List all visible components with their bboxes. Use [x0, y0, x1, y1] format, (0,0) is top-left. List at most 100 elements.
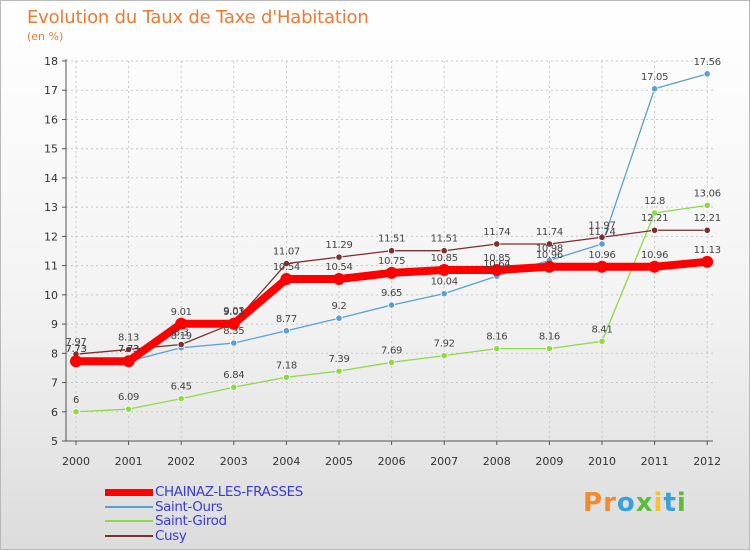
- legend-swatch: [105, 488, 153, 496]
- data-point: [598, 337, 606, 345]
- data-label: 10.96: [641, 250, 668, 261]
- data-label: 11.51: [431, 234, 458, 245]
- data-point: [125, 405, 133, 413]
- data-point: [440, 290, 448, 298]
- data-label: 8.16: [486, 332, 507, 343]
- data-point: [282, 327, 290, 335]
- data-point: [227, 317, 240, 330]
- data-label: 8.3: [174, 328, 189, 339]
- x-tick-label: 2003: [220, 455, 248, 468]
- logo-letter: P: [583, 488, 604, 518]
- logo-letter: x: [635, 488, 654, 518]
- data-point: [493, 345, 501, 353]
- x-tick-label: 2000: [62, 455, 90, 468]
- data-point: [72, 408, 80, 416]
- data-label: 7.73: [65, 344, 86, 355]
- data-label: 6.45: [171, 382, 192, 393]
- data-label: 7.39: [328, 354, 349, 365]
- data-label: 6.09: [118, 392, 139, 403]
- data-label: 11.13: [694, 245, 721, 256]
- data-label: 7.73: [118, 344, 139, 355]
- data-label: 11.97: [588, 220, 615, 231]
- data-point: [598, 233, 606, 241]
- data-label: 7.97: [65, 337, 86, 348]
- data-point: [493, 240, 501, 248]
- logo-letter: i: [653, 488, 664, 518]
- data-label: 12.8: [644, 196, 665, 207]
- data-point: [175, 317, 188, 330]
- data-label: 11.51: [378, 234, 405, 245]
- legend-swatch: [105, 534, 153, 537]
- data-point: [648, 260, 661, 273]
- data-point: [70, 355, 82, 368]
- x-tick-label: 2009: [535, 455, 563, 468]
- legend-label: Saint-Ours: [155, 498, 223, 515]
- data-label: 8.41: [591, 324, 612, 335]
- data-label: 9.03: [223, 306, 244, 317]
- x-tick-label: 2006: [378, 455, 406, 468]
- y-tick-label: 5: [51, 435, 58, 448]
- legend-label: Cusy: [155, 527, 187, 544]
- data-label: 12.21: [694, 213, 721, 224]
- data-label: 9.65: [381, 288, 402, 299]
- data-point: [650, 85, 659, 93]
- legend-swatch: [105, 505, 153, 508]
- data-label: 17.56: [694, 57, 721, 68]
- legend-item: Cusy: [105, 527, 303, 544]
- data-label: 11.07: [273, 247, 300, 258]
- data-point: [440, 247, 448, 255]
- data-label: 12.21: [641, 213, 668, 224]
- x-tick-label: 2005: [325, 455, 353, 468]
- data-label: 8.16: [539, 332, 560, 343]
- y-tick-label: 14: [44, 172, 58, 185]
- logo-letter: t: [663, 488, 677, 518]
- data-point: [385, 266, 398, 279]
- data-label: 8.35: [223, 326, 244, 337]
- data-point: [335, 314, 343, 322]
- data-label: 17.05: [641, 72, 668, 83]
- data-point: [125, 345, 133, 354]
- data-label: 10.96: [588, 250, 615, 261]
- data-label: 7.18: [276, 360, 297, 371]
- data-label: 11.74: [536, 227, 563, 238]
- data-point: [650, 209, 659, 217]
- data-point: [545, 345, 554, 353]
- data-point: [438, 264, 451, 276]
- data-point: [701, 255, 714, 268]
- data-label: 8.77: [276, 314, 297, 325]
- data-label: 7.73: [118, 344, 139, 355]
- y-tick-label: 18: [44, 55, 58, 68]
- data-label: 9.01: [223, 307, 244, 318]
- data-label: 9.01: [171, 307, 192, 318]
- x-tick-label: 2007: [430, 455, 458, 468]
- y-tick-label: 9: [51, 318, 58, 331]
- proxiti-logo: Proxiti: [583, 488, 687, 518]
- data-label: 7.73: [65, 344, 86, 355]
- legend-item: Saint-Girod: [105, 513, 303, 529]
- data-label: 9.2: [331, 301, 346, 312]
- data-point: [280, 273, 293, 286]
- y-tick-label: 13: [44, 201, 58, 214]
- data-point: [596, 260, 608, 273]
- data-label: 10.54: [273, 262, 300, 273]
- data-label: 10.54: [325, 262, 352, 273]
- data-point: [335, 367, 343, 375]
- legend: CHAINAZ-LES-FRASSES Saint-Ours Saint-Girod…: [105, 484, 303, 544]
- data-label: 10.04: [431, 277, 458, 288]
- legend-swatch: [105, 520, 153, 523]
- data-label: 7.92: [434, 339, 455, 350]
- data-point: [230, 339, 238, 347]
- data-point: [333, 273, 345, 286]
- y-tick-label: 17: [44, 84, 58, 97]
- data-point: [387, 301, 396, 309]
- data-point: [335, 253, 343, 261]
- logo-letter: i: [676, 488, 687, 518]
- x-tick-label: 2004: [272, 455, 300, 468]
- unit-label: (en %): [27, 30, 64, 43]
- data-label: 10.85: [483, 253, 510, 264]
- data-label: 10.85: [431, 253, 458, 264]
- logo-letter: o: [616, 488, 636, 518]
- data-label: 10.96: [536, 250, 563, 261]
